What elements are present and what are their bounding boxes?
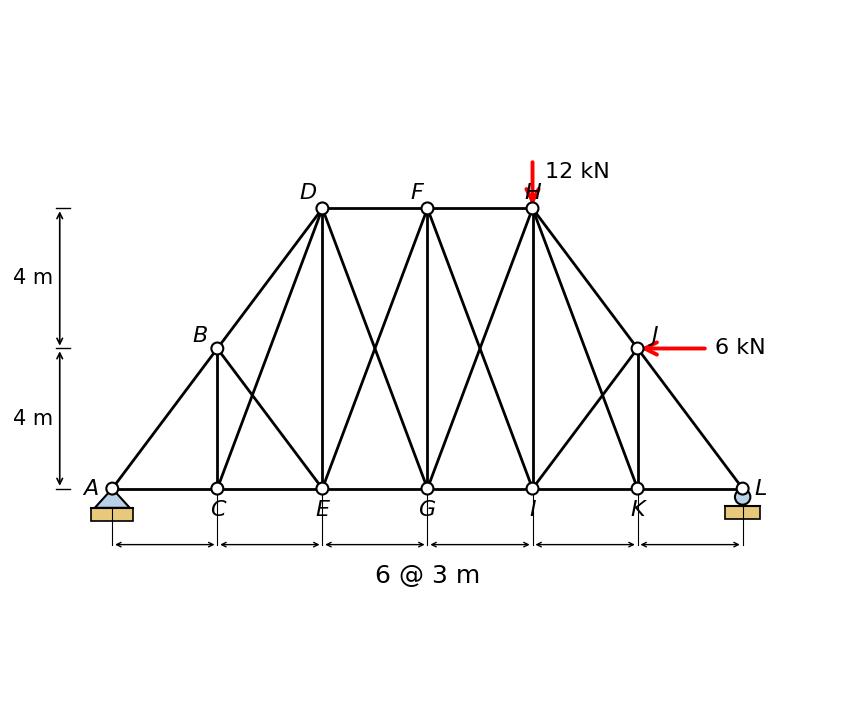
Circle shape [632, 483, 643, 495]
Text: G: G [419, 500, 436, 520]
Circle shape [106, 483, 118, 495]
Text: 4 m: 4 m [13, 269, 53, 289]
Circle shape [422, 203, 433, 214]
Text: 12 kN: 12 kN [545, 161, 609, 181]
Circle shape [422, 483, 433, 495]
Circle shape [632, 343, 643, 355]
Bar [725, 506, 760, 519]
Text: B: B [192, 326, 207, 346]
Circle shape [212, 343, 223, 355]
Text: 6 @ 3 m: 6 @ 3 m [375, 564, 480, 588]
Circle shape [527, 203, 538, 214]
Circle shape [735, 489, 750, 505]
Circle shape [527, 483, 538, 495]
Circle shape [212, 483, 223, 495]
Text: E: E [315, 500, 329, 520]
Text: H: H [524, 183, 541, 203]
Text: K: K [630, 500, 645, 520]
Circle shape [737, 483, 748, 495]
Bar [91, 508, 134, 521]
Text: I: I [529, 500, 536, 520]
Text: 6 kN: 6 kN [714, 338, 766, 358]
Text: C: C [209, 500, 225, 520]
Polygon shape [95, 488, 130, 508]
Text: J: J [652, 326, 659, 346]
Text: 4 m: 4 m [13, 409, 53, 429]
Circle shape [317, 203, 328, 214]
Circle shape [317, 483, 328, 495]
Text: D: D [299, 183, 317, 203]
Text: F: F [411, 183, 424, 203]
Text: A: A [83, 479, 99, 498]
Text: L: L [754, 479, 766, 498]
